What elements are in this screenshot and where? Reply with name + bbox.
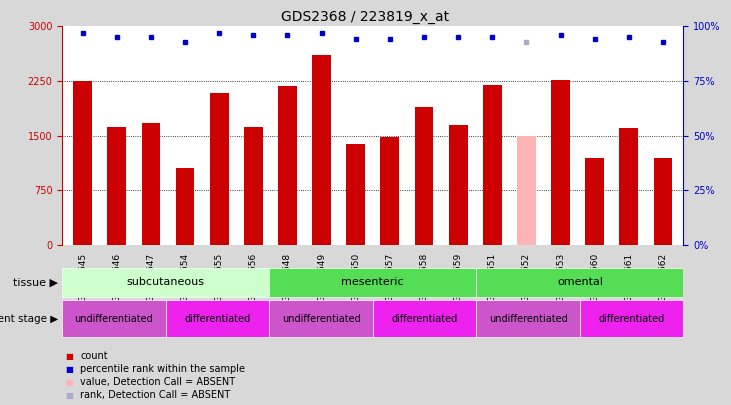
Bar	[312, 55, 331, 245]
Text: mesenteric: mesenteric	[341, 277, 404, 288]
Bar	[580, 301, 683, 337]
Bar	[449, 125, 468, 245]
Text: ■: ■	[66, 352, 73, 361]
Bar	[517, 136, 536, 245]
Bar	[210, 94, 229, 245]
Bar	[278, 86, 297, 245]
Text: undifferentiated: undifferentiated	[75, 314, 154, 324]
Text: tissue ▶: tissue ▶	[13, 277, 58, 288]
Bar	[483, 85, 501, 245]
Text: value, Detection Call = ABSENT: value, Detection Call = ABSENT	[80, 377, 235, 387]
Bar	[477, 268, 683, 297]
Bar	[107, 127, 126, 245]
Bar	[142, 123, 160, 245]
Bar	[244, 127, 262, 245]
Text: rank, Detection Call = ABSENT: rank, Detection Call = ABSENT	[80, 390, 231, 400]
Text: ■: ■	[66, 365, 73, 374]
Text: ■: ■	[66, 391, 73, 400]
Text: differentiated: differentiated	[392, 314, 458, 324]
Bar	[414, 107, 433, 245]
Text: count: count	[80, 352, 108, 361]
Text: percentile rank within the sample: percentile rank within the sample	[80, 364, 246, 374]
Bar	[62, 301, 166, 337]
Bar	[381, 137, 399, 245]
Text: differentiated: differentiated	[599, 314, 664, 324]
Bar	[73, 81, 92, 245]
Bar	[586, 158, 604, 245]
Text: GDS2368 / 223819_x_at: GDS2368 / 223819_x_at	[281, 10, 450, 24]
Bar	[346, 145, 365, 245]
Text: differentiated: differentiated	[184, 314, 251, 324]
Bar	[619, 128, 638, 245]
Bar	[62, 268, 269, 297]
Bar	[477, 301, 580, 337]
Bar	[654, 158, 673, 245]
Bar	[373, 301, 477, 337]
Bar	[269, 301, 373, 337]
Text: omental: omental	[557, 277, 603, 288]
Bar	[166, 301, 269, 337]
Bar	[551, 80, 570, 245]
Text: subcutaneous: subcutaneous	[126, 277, 205, 288]
Text: development stage ▶: development stage ▶	[0, 314, 58, 324]
Text: undifferentiated: undifferentiated	[489, 314, 567, 324]
Bar	[269, 268, 477, 297]
Text: undifferentiated: undifferentiated	[281, 314, 360, 324]
Bar	[175, 168, 194, 245]
Text: ■: ■	[66, 378, 73, 387]
